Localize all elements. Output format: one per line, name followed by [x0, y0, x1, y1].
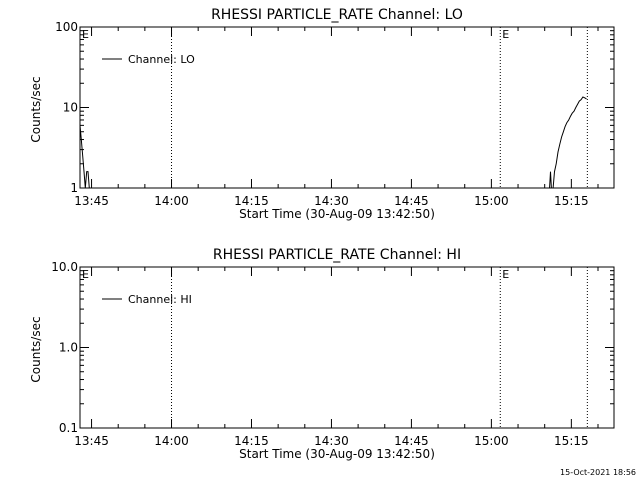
x-tick-label: 15:00	[474, 434, 509, 448]
y-tick-label: 10.0	[51, 260, 78, 274]
x-tick-label: 14:45	[394, 434, 429, 448]
y-axis-label: Counts/sec	[29, 76, 43, 142]
x-tick-label: 15:15	[554, 194, 589, 208]
time-marker-label: E	[502, 28, 509, 41]
y-tick-label: 1	[70, 181, 78, 195]
plot-frame	[79, 26, 615, 189]
panel-hi: RHESSI PARTICLE_RATE Channel: HI 0.1 1.0 10…	[29, 247, 615, 461]
chart-title: RHESSI PARTICLE_RATE Channel: LO	[211, 7, 463, 23]
x-axis-label: Start Time (30-Aug-09 13:42:50)	[239, 447, 435, 461]
legend-label: Channel: LO	[128, 53, 195, 66]
chart-title: RHESSI PARTICLE_RATE Channel: HI	[213, 247, 461, 263]
plot-frame	[79, 266, 615, 429]
y-axis-label: Counts/sec	[29, 316, 43, 382]
x-tick-label: 14:15	[234, 194, 269, 208]
x-tick-label: 14:30	[314, 434, 349, 448]
x-tick-label: 14:45	[394, 194, 429, 208]
y-tick-label: 100	[55, 20, 78, 34]
corner-label: E	[82, 28, 89, 41]
corner-label: E	[82, 268, 89, 281]
series-line	[549, 96, 587, 188]
legend-label: Channel: HI	[128, 293, 192, 306]
x-tick-label: 14:30	[314, 194, 349, 208]
timestamp-stamp: 15-Oct-2021 18:56	[560, 468, 636, 477]
x-tick-label: 15:15	[554, 434, 589, 448]
y-tick-label: 10	[63, 101, 78, 115]
time-marker-label: E	[502, 268, 509, 281]
x-tick-label: 14:00	[154, 194, 189, 208]
panel-lo: RHESSI PARTICLE_RATE Channel: LO 1 10 100 13…	[29, 7, 615, 221]
x-tick-label: 14:15	[234, 434, 269, 448]
series-line	[80, 125, 90, 188]
x-tick-label: 13:45	[74, 434, 109, 448]
x-tick-label: 13:45	[74, 194, 109, 208]
x-tick-label: 14:00	[154, 434, 189, 448]
y-tick-label: 0.1	[59, 421, 78, 435]
x-tick-label: 15:00	[474, 194, 509, 208]
y-tick-label: 1.0	[59, 341, 78, 355]
x-axis-label: Start Time (30-Aug-09 13:42:50)	[239, 207, 435, 221]
